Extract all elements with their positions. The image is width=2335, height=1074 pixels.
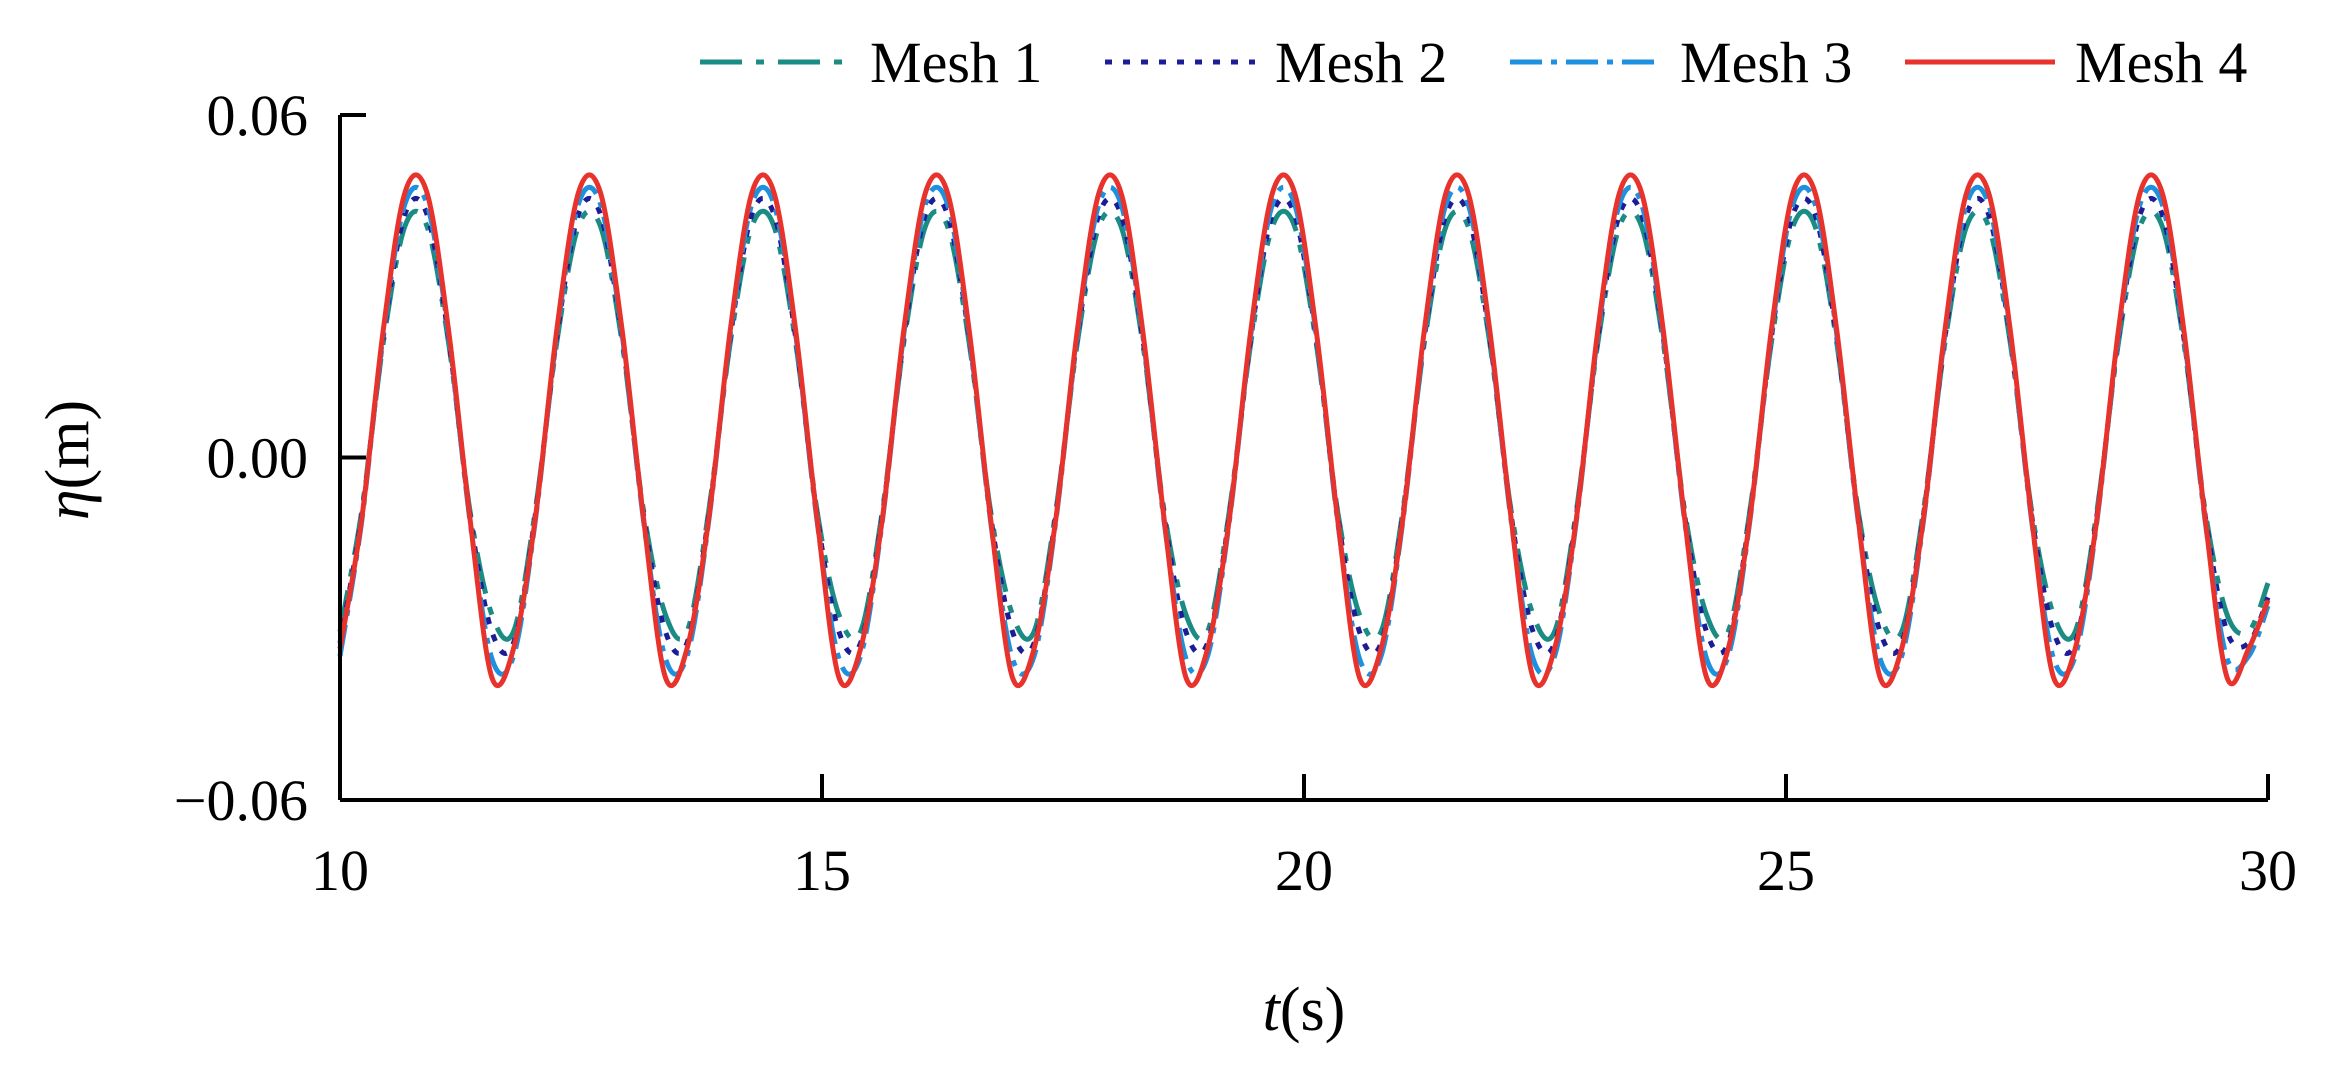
axes (338, 115, 2268, 802)
plot-area (337, 172, 2271, 688)
y-tick-label: −0.06 (174, 768, 308, 833)
x-tick-label: 15 (793, 838, 851, 903)
legend-label-mesh-3: Mesh 3 (1680, 30, 1852, 95)
tick-labels: 10 15 20 25 30 −0.06 0.00 0.06 (174, 83, 2297, 903)
series-line-mesh-2 (337, 195, 2271, 656)
series-line-mesh-1 (337, 208, 2271, 642)
y-tick-label: 0.06 (207, 83, 309, 148)
x-tick-label: 20 (1275, 838, 1333, 903)
x-axis-label: t(s) (1263, 976, 1346, 1044)
series-line-mesh-3 (337, 184, 2271, 677)
x-tick-label: 30 (2239, 838, 2297, 903)
x-tick-label: 10 (311, 838, 369, 903)
x-axis-label-symbol: t (1263, 976, 1282, 1044)
y-axis-label: η(m) (34, 400, 102, 520)
legend-label-mesh-1: Mesh 1 (870, 30, 1042, 95)
series-line-mesh-4 (337, 172, 2271, 688)
y-tick-label: 0.00 (207, 426, 309, 491)
y-axis-label-symbol: η (34, 489, 102, 520)
tick-marks (338, 113, 2270, 802)
legend-label-mesh-4: Mesh 4 (2075, 30, 2247, 95)
legend-label-mesh-2: Mesh 2 (1275, 30, 1447, 95)
y-axis-label-unit: (m) (34, 400, 102, 490)
legend: Mesh 1 Mesh 2 Mesh 3 Mesh 4 (700, 30, 2247, 95)
x-axis-label-unit: (s) (1280, 976, 1345, 1044)
x-tick-label: 25 (1757, 838, 1815, 903)
